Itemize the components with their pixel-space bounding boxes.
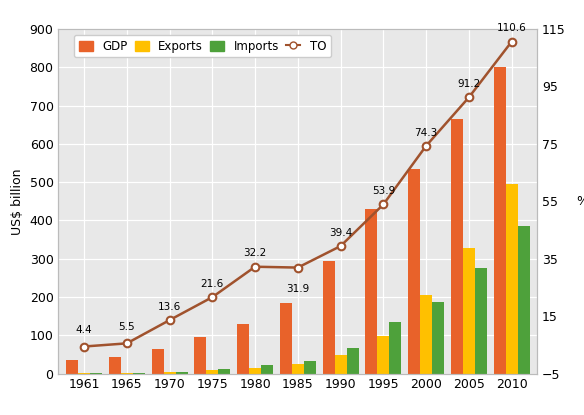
Text: 5.5: 5.5 bbox=[119, 322, 135, 332]
Bar bbox=[451, 119, 463, 374]
Bar bbox=[121, 373, 133, 374]
Y-axis label: %: % bbox=[576, 195, 584, 208]
Bar bbox=[517, 226, 530, 374]
Bar bbox=[346, 348, 359, 374]
Text: 74.3: 74.3 bbox=[415, 127, 438, 137]
Bar bbox=[408, 169, 420, 374]
TO bbox=[337, 244, 344, 249]
Bar bbox=[152, 349, 164, 374]
Bar bbox=[292, 364, 304, 374]
Text: 53.9: 53.9 bbox=[372, 186, 395, 196]
TO bbox=[252, 264, 259, 269]
Bar bbox=[237, 324, 249, 374]
Bar bbox=[493, 67, 506, 374]
Text: 4.4: 4.4 bbox=[76, 325, 92, 335]
Text: 39.4: 39.4 bbox=[329, 228, 352, 238]
Bar bbox=[463, 248, 475, 374]
Bar bbox=[304, 361, 316, 374]
Bar bbox=[261, 365, 273, 374]
Bar bbox=[432, 302, 444, 374]
TO bbox=[508, 39, 515, 44]
TO bbox=[123, 341, 130, 346]
TO bbox=[294, 265, 301, 270]
TO bbox=[209, 295, 216, 300]
TO bbox=[423, 144, 430, 149]
Text: 91.2: 91.2 bbox=[457, 79, 481, 89]
Bar bbox=[249, 368, 261, 374]
Bar bbox=[206, 370, 218, 374]
Legend: GDP, Exports, Imports, TO: GDP, Exports, Imports, TO bbox=[74, 35, 331, 57]
Text: 110.6: 110.6 bbox=[497, 23, 527, 33]
Bar bbox=[366, 209, 377, 374]
Bar bbox=[90, 373, 102, 374]
Bar bbox=[335, 355, 346, 374]
Bar bbox=[109, 357, 121, 374]
TO bbox=[380, 202, 387, 207]
Bar bbox=[322, 261, 335, 374]
Bar bbox=[390, 322, 401, 374]
Line: TO: TO bbox=[80, 38, 516, 350]
Text: 32.2: 32.2 bbox=[244, 249, 267, 259]
Text: 31.9: 31.9 bbox=[286, 284, 310, 294]
TO bbox=[81, 344, 88, 349]
Bar bbox=[133, 373, 145, 374]
Bar bbox=[475, 268, 487, 374]
Bar bbox=[280, 303, 292, 374]
Bar bbox=[218, 369, 230, 374]
Bar bbox=[78, 373, 90, 374]
TO bbox=[465, 95, 472, 100]
Bar bbox=[194, 337, 206, 374]
Bar bbox=[176, 371, 187, 374]
Bar bbox=[377, 337, 390, 374]
TO bbox=[166, 317, 173, 322]
Y-axis label: US$ billion: US$ billion bbox=[11, 168, 24, 234]
Bar bbox=[164, 372, 176, 374]
Text: 21.6: 21.6 bbox=[201, 279, 224, 289]
Bar bbox=[506, 184, 517, 374]
Text: 13.6: 13.6 bbox=[158, 302, 181, 312]
Bar bbox=[66, 360, 78, 374]
Bar bbox=[420, 295, 432, 374]
